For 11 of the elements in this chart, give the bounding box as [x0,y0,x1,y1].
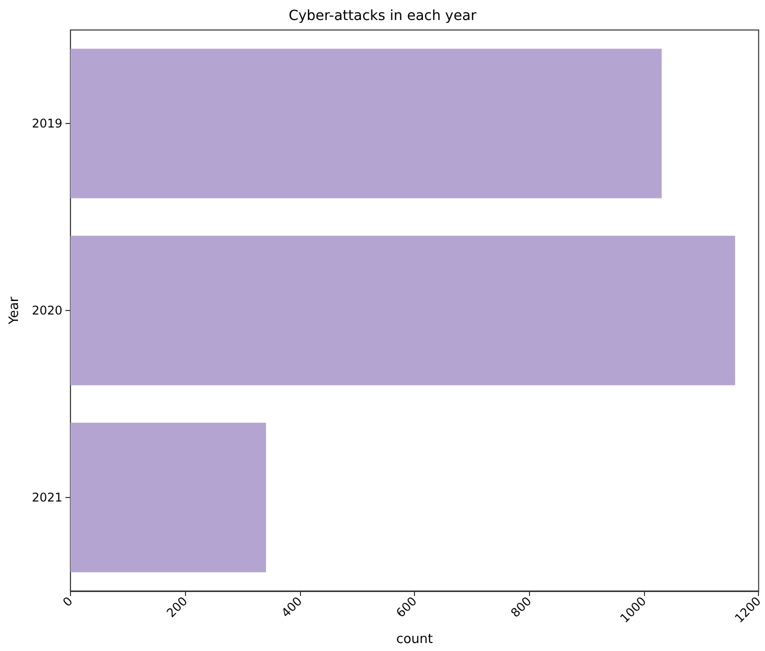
x-tick-label: 200 [164,594,190,620]
y-tick-label: 2019 [32,116,62,130]
y-tick-label: 2021 [32,490,62,504]
y-tick-label: 2020 [32,304,62,318]
x-tick-label: 600 [393,594,420,620]
x-tick-label: 400 [278,594,305,620]
y-axis-title: Year [7,296,22,326]
x-axis-title: count [396,632,433,647]
x-tick-label: 0 [60,594,76,610]
x-tick-label: 800 [508,594,534,620]
chart-title: Cyber-attacks in each year [288,8,477,24]
